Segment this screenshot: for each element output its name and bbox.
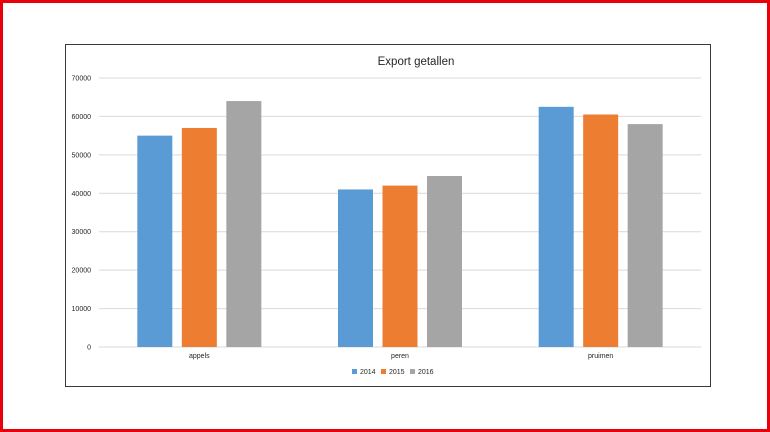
chart-title: Export getallen <box>378 56 455 68</box>
x-category-label: pruimen <box>588 353 613 360</box>
y-tick-label: 70000 <box>72 76 92 83</box>
legend-swatch-2015 <box>381 369 386 374</box>
legend-label: 2016 <box>418 369 434 376</box>
bar-pruimen-2016 <box>627 124 663 347</box>
y-tick-label: 20000 <box>72 268 92 275</box>
legend-label: 2015 <box>389 369 405 376</box>
legend-swatch-2014 <box>352 369 357 374</box>
bar-appels-2016 <box>226 101 262 347</box>
bar-peren-2015 <box>382 185 418 347</box>
bar-pruimen-2015 <box>583 114 619 347</box>
bar-pruimen-2014 <box>538 106 574 347</box>
y-tick-label: 30000 <box>72 229 92 236</box>
bar-appels-2014 <box>137 135 173 347</box>
y-tick-label: 60000 <box>72 114 92 121</box>
bar-appels-2015 <box>181 127 217 347</box>
legend-label: 2014 <box>360 369 376 376</box>
y-tick-label: 10000 <box>72 306 92 313</box>
y-tick-label: 40000 <box>72 191 92 198</box>
bar-chart: Export getallen 0 10000 20000 30000 40000 500… <box>72 56 701 376</box>
y-tick-label: 50000 <box>72 152 92 159</box>
bar-peren-2016 <box>427 175 462 347</box>
bar-peren-2014 <box>338 189 373 347</box>
y-tick-label: 0 <box>87 345 91 352</box>
chart-area: Export getallen 0 10000 20000 30000 40000 500… <box>65 44 711 387</box>
x-category-label: peren <box>391 353 409 360</box>
legend-swatch-2016 <box>410 369 415 374</box>
x-category-label: appels <box>189 353 210 360</box>
